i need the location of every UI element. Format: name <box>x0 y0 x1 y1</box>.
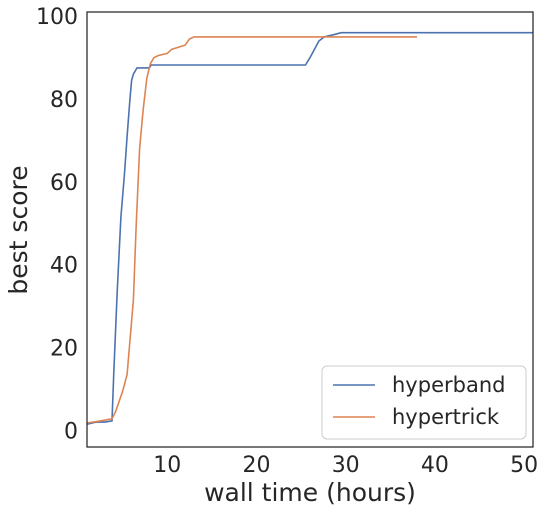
legend-label-hyperband: hyperband <box>392 373 505 397</box>
series-line-hyperband <box>86 31 533 425</box>
x-tick-label: 30 <box>332 453 360 478</box>
x-axis-label: wall time (hours) <box>204 478 416 507</box>
y-tick-label: 40 <box>50 254 78 279</box>
y-tick-label: 80 <box>50 88 78 113</box>
y-axis-label: best score <box>4 165 33 294</box>
y-tick-labels: 0 20 40 60 80 100 <box>36 5 78 444</box>
y-tick-label: 0 <box>64 419 78 444</box>
x-tick-label: 10 <box>153 453 181 478</box>
x-tick-label: 20 <box>243 453 271 478</box>
legend: hyperband hypertrick <box>321 365 527 440</box>
plot-frame <box>86 11 534 448</box>
y-tick-label: 20 <box>50 337 78 362</box>
y-tick-label: 60 <box>50 171 78 196</box>
y-tick-label: 100 <box>36 5 78 30</box>
legend-label-hypertrick: hypertrick <box>392 405 500 429</box>
series-line-hypertrick <box>86 36 417 424</box>
x-tick-label: 50 <box>510 453 538 478</box>
plot-lines <box>86 31 533 425</box>
x-tick-labels: 10 20 30 40 50 <box>153 453 538 478</box>
x-tick-label: 40 <box>421 453 449 478</box>
